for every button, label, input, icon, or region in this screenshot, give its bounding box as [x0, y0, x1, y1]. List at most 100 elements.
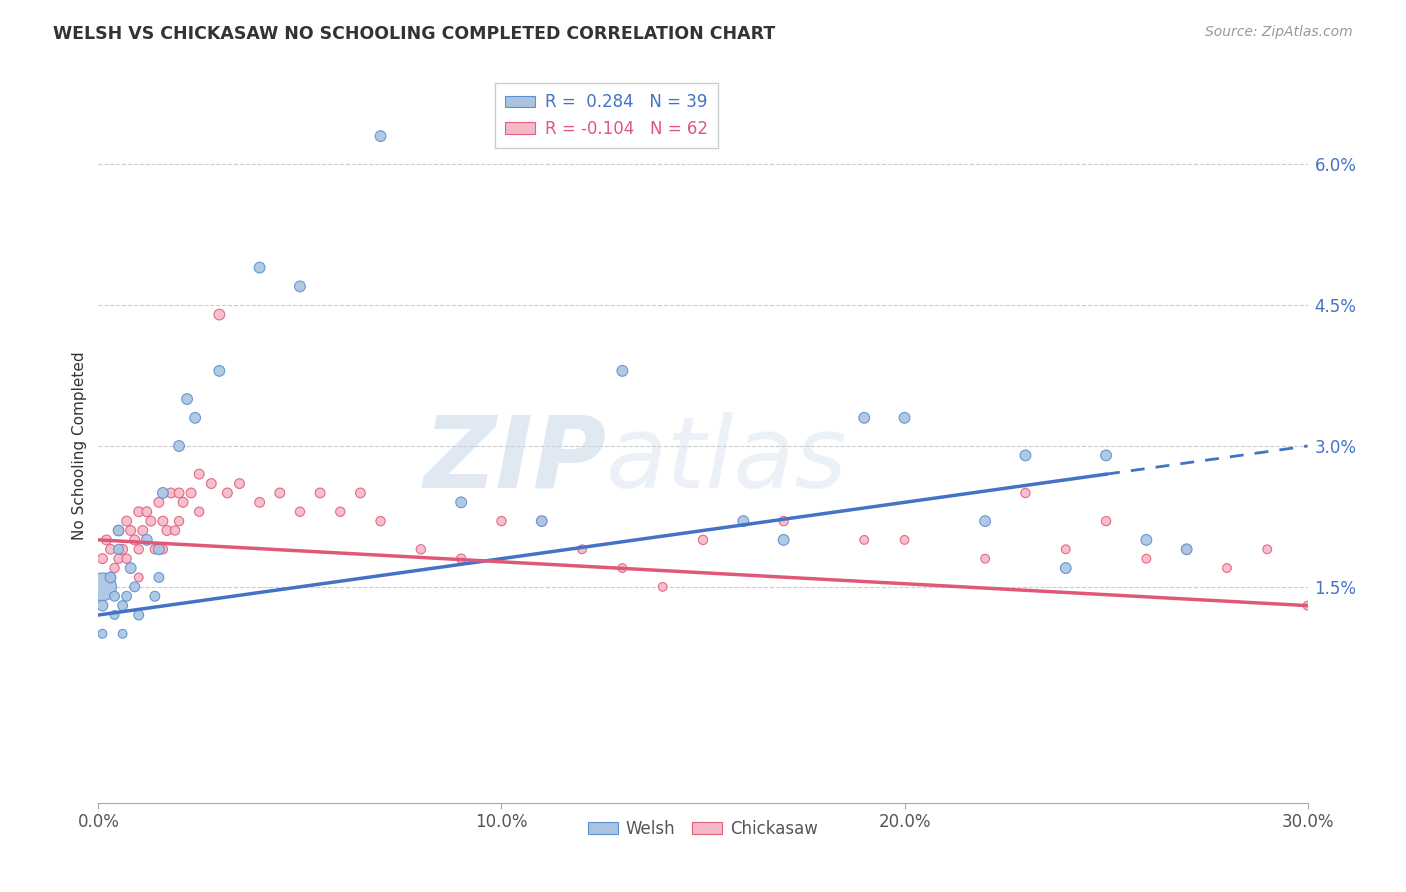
- Point: [188, 505, 211, 519]
- Point: [1175, 542, 1198, 557]
- Point: [200, 476, 222, 491]
- Point: [111, 627, 134, 641]
- Point: [249, 260, 271, 275]
- Text: ZIP: ZIP: [423, 412, 606, 508]
- Point: [167, 486, 190, 500]
- Point: [370, 129, 392, 144]
- Point: [107, 551, 129, 566]
- Point: [152, 514, 174, 528]
- Point: [160, 486, 183, 500]
- Point: [148, 542, 170, 557]
- Point: [107, 542, 129, 557]
- Point: [128, 542, 150, 557]
- Point: [91, 627, 114, 641]
- Point: [1054, 542, 1077, 557]
- Point: [1095, 449, 1118, 463]
- Point: [208, 308, 231, 322]
- Text: atlas: atlas: [606, 412, 848, 508]
- Point: [853, 533, 876, 547]
- Point: [651, 580, 673, 594]
- Point: [107, 524, 129, 538]
- Point: [571, 542, 593, 557]
- Point: [115, 589, 138, 603]
- Text: WELSH VS CHICKASAW NO SCHOOLING COMPLETED CORRELATION CHART: WELSH VS CHICKASAW NO SCHOOLING COMPLETE…: [53, 25, 776, 43]
- Point: [91, 551, 114, 566]
- Point: [612, 364, 634, 378]
- Point: [772, 514, 794, 528]
- Point: [172, 495, 194, 509]
- Point: [188, 467, 211, 482]
- Point: [103, 607, 125, 622]
- Point: [120, 561, 142, 575]
- Point: [772, 533, 794, 547]
- Point: [132, 524, 155, 538]
- Point: [692, 533, 714, 547]
- Point: [530, 514, 553, 528]
- Point: [1216, 561, 1239, 575]
- Point: [612, 561, 634, 575]
- Point: [135, 505, 157, 519]
- Point: [184, 410, 207, 425]
- Point: [111, 542, 134, 557]
- Point: [176, 392, 198, 406]
- Point: [288, 505, 311, 519]
- Point: [974, 551, 997, 566]
- Point: [167, 439, 190, 453]
- Point: [409, 542, 432, 557]
- Point: [349, 486, 371, 500]
- Point: [450, 551, 472, 566]
- Point: [733, 514, 755, 528]
- Point: [491, 514, 513, 528]
- Point: [120, 524, 142, 538]
- Point: [143, 542, 166, 557]
- Point: [208, 364, 231, 378]
- Point: [96, 533, 118, 547]
- Point: [1296, 599, 1319, 613]
- Point: [1054, 561, 1077, 575]
- Point: [450, 495, 472, 509]
- Point: [180, 486, 202, 500]
- Point: [228, 476, 250, 491]
- Point: [143, 589, 166, 603]
- Point: [139, 514, 162, 528]
- Point: [128, 570, 150, 584]
- Point: [893, 410, 915, 425]
- Y-axis label: No Schooling Completed: No Schooling Completed: [72, 351, 87, 541]
- Point: [124, 580, 146, 594]
- Point: [107, 524, 129, 538]
- Text: Source: ZipAtlas.com: Source: ZipAtlas.com: [1205, 25, 1353, 39]
- Point: [309, 486, 332, 500]
- Point: [135, 533, 157, 547]
- Point: [148, 570, 170, 584]
- Point: [288, 279, 311, 293]
- Point: [148, 495, 170, 509]
- Point: [128, 505, 150, 519]
- Point: [152, 486, 174, 500]
- Point: [853, 410, 876, 425]
- Point: [152, 542, 174, 557]
- Point: [163, 524, 186, 538]
- Point: [1175, 542, 1198, 557]
- Legend: Welsh, Chickasaw: Welsh, Chickasaw: [581, 814, 825, 845]
- Point: [115, 514, 138, 528]
- Point: [100, 542, 122, 557]
- Point: [103, 589, 125, 603]
- Point: [124, 533, 146, 547]
- Point: [1014, 449, 1036, 463]
- Point: [128, 607, 150, 622]
- Point: [1014, 486, 1036, 500]
- Point: [1135, 533, 1157, 547]
- Point: [249, 495, 271, 509]
- Point: [111, 599, 134, 613]
- Point: [103, 561, 125, 575]
- Point: [329, 505, 352, 519]
- Point: [156, 524, 179, 538]
- Point: [269, 486, 291, 500]
- Point: [1256, 542, 1278, 557]
- Point: [1095, 514, 1118, 528]
- Point: [167, 514, 190, 528]
- Point: [893, 533, 915, 547]
- Point: [530, 514, 553, 528]
- Point: [91, 580, 114, 594]
- Point: [100, 570, 122, 584]
